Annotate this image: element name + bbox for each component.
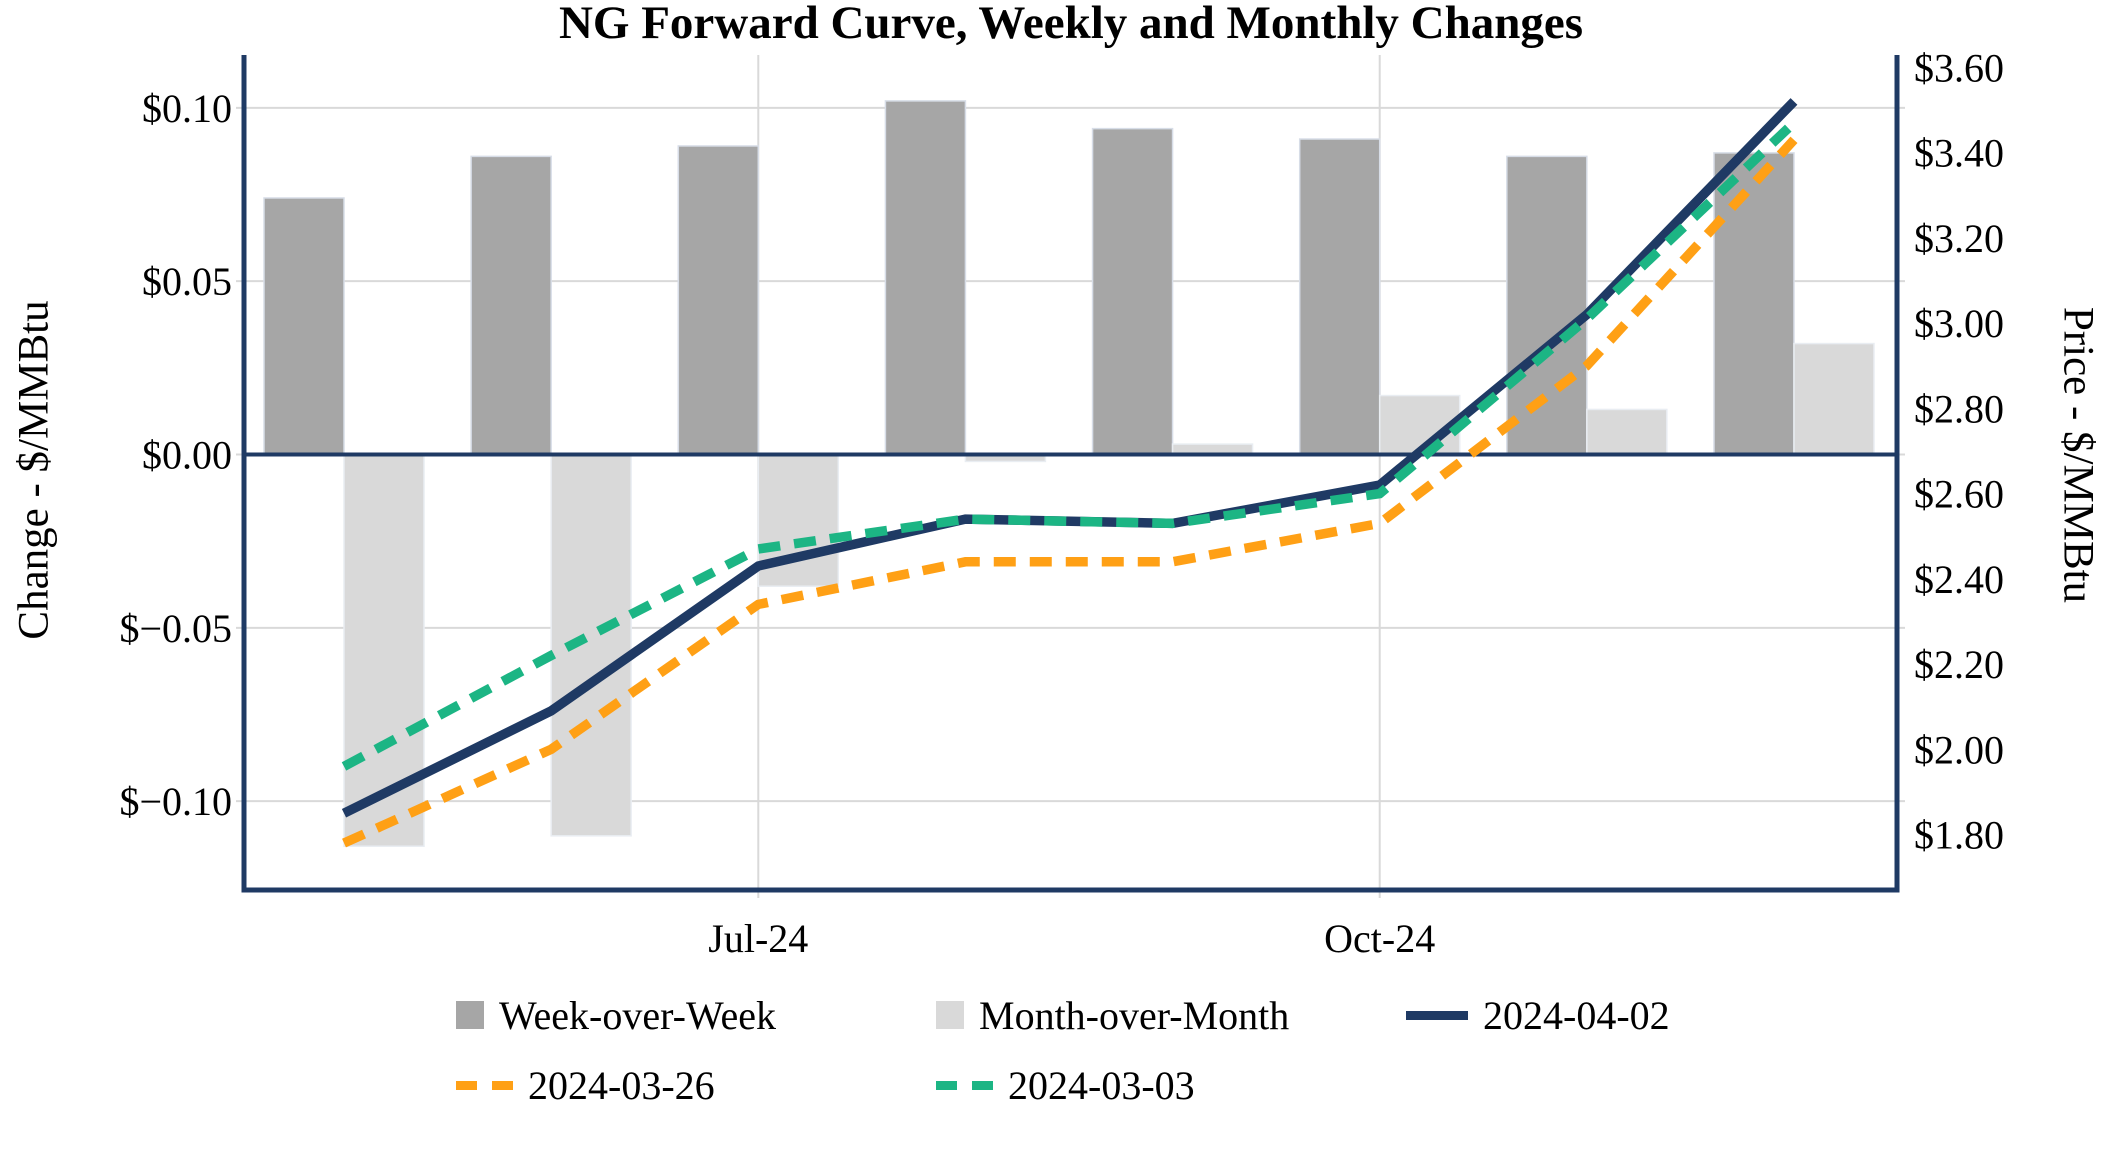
legend-label-week-over-week: Week-over-Week [499,992,777,1038]
bar-week-over-week [470,155,552,456]
right-axis-tick-label: $2.40 [1914,557,2004,602]
bar-week-over-week [263,197,345,456]
x-axis-tick-label: Oct-24 [1324,916,1435,961]
dash-segment [936,1080,957,1090]
price-line-2024-03-26 [342,136,1798,848]
bar-month-over-month [343,453,425,847]
left-axis-tick-label: $0.00 [142,433,232,478]
bar-week-over-week [1091,127,1174,456]
bar-month-over-month [1793,342,1875,456]
legend-label-2024-03-03: 2024-03-03 [1008,1062,1195,1108]
dash-segment [456,1080,477,1090]
left-axis-tick-label: $−0.10 [119,779,232,824]
right-axis-title: Price - $/MMBtu [2054,306,2102,604]
legend-label-2024-03-26: 2024-03-26 [528,1062,715,1108]
right-axis-tick-label: $3.20 [1914,216,2004,261]
bar-week-over-week [1506,155,1588,456]
right-axis-tick-label: $3.40 [1914,131,2004,176]
legend-item-2024-04-02: 2024-04-02 [1406,992,1670,1038]
line-swatch-2024-04-02 [1406,1010,1468,1020]
legend-item-month-over-month: Month-over-Month [936,992,1289,1038]
right-axis-tick-label: $2.60 [1914,472,2004,517]
x-axis-tick-label: Jul-24 [708,916,808,961]
legend-item-week-over-week: Week-over-Week [456,992,776,1038]
right-axis-tick-label: $3.60 [1914,45,2004,90]
dash-segment [492,1080,513,1090]
dash-segment [972,1080,993,1090]
right-axis-tick-label: $2.00 [1914,727,2004,772]
price-line-2024-03-03 [341,119,1798,771]
bar-month-over-month [550,453,632,837]
left-axis-tick-label: $0.05 [142,259,232,304]
legend-item-2024-03-26: 2024-03-26 [456,1062,715,1108]
right-axis-tick-label: $2.80 [1914,386,2004,431]
bar-week-over-week [677,145,760,456]
bar-week-over-week [1298,138,1381,456]
bar-month-over-month [1586,408,1668,456]
right-axis-tick-label: $1.80 [1914,813,2004,858]
legend-label-2024-04-02: 2024-04-02 [1483,992,1670,1038]
bar-week-over-week [1713,152,1795,456]
left-axis-title: Change - $/MMBtu [10,300,58,640]
left-axis-tick-label: $0.10 [142,86,232,131]
legend-item-2024-03-03: 2024-03-03 [936,1062,1195,1108]
month-over-month-swatch [936,1001,964,1029]
week-over-week-swatch [456,1001,484,1029]
right-axis-tick-label: $2.20 [1914,642,2004,687]
dash-swatch-2024-03-03 [936,1080,993,1090]
dash-swatch-2024-03-26 [456,1080,513,1090]
legend-label-month-over-month: Month-over-Month [979,992,1290,1038]
left-axis-tick-label: $−0.05 [119,606,232,651]
price-line-2024-04-02 [341,98,1798,818]
chart-title: NG Forward Curve, Weekly and Monthly Cha… [558,0,1584,49]
bar-week-over-week [884,100,967,456]
right-axis-tick-label: $3.00 [1914,301,2004,346]
